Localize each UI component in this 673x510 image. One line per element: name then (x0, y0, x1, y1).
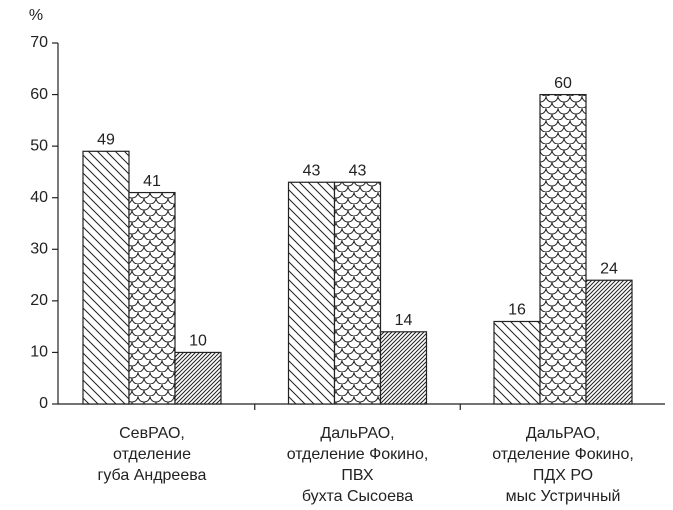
y-tick-label: 10 (30, 344, 48, 361)
x-tick-label: губа Андреева (98, 467, 207, 484)
x-tick-label: мыс Устричный (506, 488, 621, 505)
y-tick-label: 40 (30, 189, 48, 206)
bar (128, 191, 176, 405)
x-tick-label: СевРАО, (119, 425, 185, 442)
y-tick-label: 50 (30, 137, 48, 154)
bar (585, 279, 633, 405)
value-label: 10 (189, 333, 207, 350)
value-label: 60 (554, 75, 572, 92)
bar (287, 181, 336, 405)
value-label: 43 (349, 162, 367, 179)
value-label: 24 (600, 260, 618, 277)
x-tick-label: ПДХ РО (533, 467, 593, 484)
bar (493, 320, 541, 405)
y-tick-label: 70 (30, 34, 48, 51)
value-label: 16 (508, 302, 526, 319)
x-tick-label: ДальРАО, (526, 425, 600, 442)
y-tick-label: 60 (30, 86, 48, 103)
y-tick-label: 20 (30, 292, 48, 309)
value-label: 41 (143, 173, 161, 190)
x-tick-label: отделение Фокино, (492, 446, 634, 463)
x-tick-label: ДальРАО, (320, 425, 394, 442)
x-tick-label: отделение Фокино, (287, 446, 429, 463)
value-label: 43 (303, 162, 321, 179)
bar (333, 181, 382, 405)
bar (379, 331, 428, 405)
value-label: 14 (395, 312, 413, 329)
y-tick-label: 30 (30, 241, 48, 258)
bar (174, 351, 222, 405)
bar (539, 93, 587, 405)
x-tick-label: отделение (113, 446, 191, 463)
x-tick-label: ПВХ (341, 467, 373, 484)
x-tick-label: бухта Сысоева (302, 488, 413, 505)
y-tick-label: 0 (39, 395, 48, 412)
value-label: 49 (97, 132, 115, 149)
y-axis-label: % (29, 7, 43, 24)
bar (82, 150, 130, 405)
